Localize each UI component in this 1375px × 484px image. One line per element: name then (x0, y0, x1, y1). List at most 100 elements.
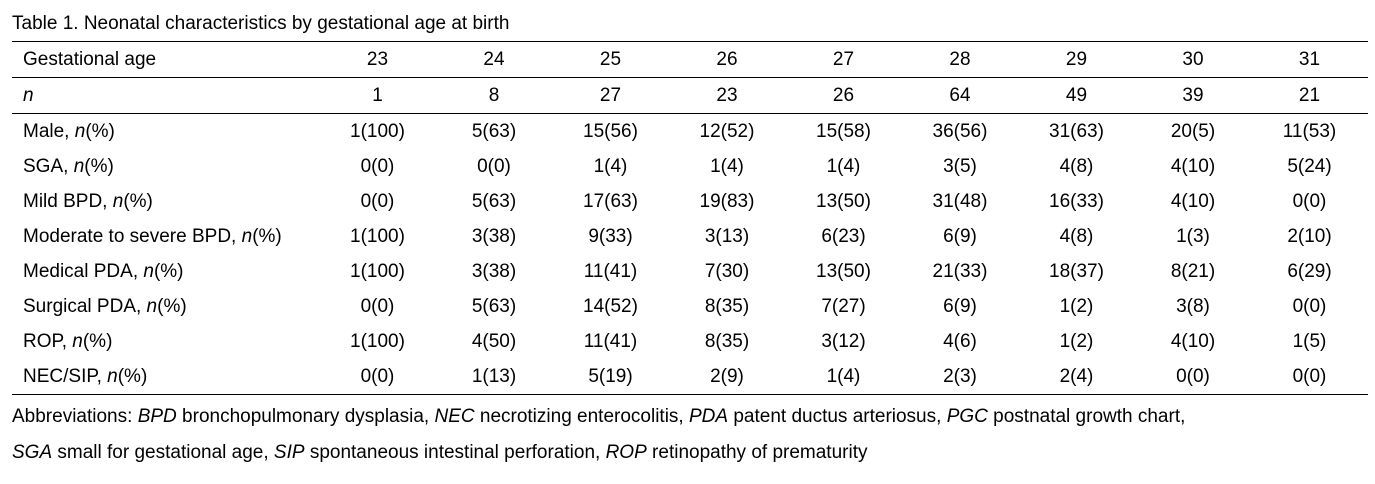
row-label-name: SGA, (23, 155, 74, 177)
table-cell: 0(0) (1251, 359, 1368, 395)
abbreviations-prefix: Abbreviations: (12, 406, 138, 427)
row-label-name: ROP, (23, 330, 73, 352)
table-cell: 0(0) (1292, 295, 1327, 317)
abbreviations-note: Abbreviations: BPD bronchopulmonary dysp… (12, 399, 1367, 471)
row-label: NEC/SIP, n(%) (12, 359, 319, 395)
abbreviation-term: PGC (946, 406, 988, 427)
table-cell: 20(5) (1170, 120, 1216, 142)
table-cell: 0(0) (477, 155, 511, 177)
table-body: Gestational age 23 24 25 26 27 28 29 30 … (12, 41, 1368, 395)
n-cell: 23 (669, 77, 785, 114)
table-cell: 4(10) (1170, 155, 1216, 177)
table-cell: 0(0) (360, 190, 395, 212)
n-cell: 8 (436, 77, 552, 114)
table-cell: 2(4) (1018, 359, 1135, 395)
table-cell: 1(4) (826, 155, 861, 177)
table-cell: 1(4) (785, 359, 902, 395)
abbreviation-definition: necrotizing enterocolitis, (474, 406, 689, 427)
table-cell: 0(0) (360, 295, 395, 317)
abbreviation-term: SGA (12, 442, 53, 463)
table-cell: 12(52) (699, 120, 755, 142)
row-label-suffix: (%) (153, 260, 184, 282)
row-label-n: n (74, 120, 86, 142)
abbreviation-definition: patent ductus arteriosus, (728, 406, 947, 427)
header-cell: 30 (1135, 41, 1251, 78)
table-cell: 3(5) (943, 155, 977, 177)
table-cell: 11(41) (583, 330, 638, 352)
table-cell: 21(33) (932, 260, 988, 282)
table-cell: 2(10) (1287, 225, 1332, 247)
row-label-n: n (72, 330, 83, 352)
table-cell: 16(33) (1049, 190, 1104, 212)
header-cell: 29 (1018, 41, 1135, 78)
table-cell: 7(27) (821, 295, 866, 317)
table-cell: 4(8) (1059, 155, 1094, 177)
table-cell: 19(83) (699, 190, 755, 212)
table-cell: 18(37) (1049, 260, 1104, 282)
table-cell: 3(13) (704, 225, 750, 247)
abbreviation-term: PDA (688, 406, 729, 427)
table-cell: 13(50) (816, 190, 871, 212)
row-label-name: Medical PDA, (23, 260, 144, 282)
table-row: Mild BPD, n(%) 0(0) 5(63) 17(63) 19(83) 13(50… (12, 184, 1368, 219)
table-cell: 3(38) (471, 260, 517, 282)
row-label: ROP, n(%) (12, 324, 319, 359)
table-cell: 36(56) (932, 120, 988, 142)
table-cell: 2(3) (902, 359, 1018, 395)
table-cell: 1(100) (350, 260, 405, 282)
row-label-suffix: (%) (252, 225, 282, 247)
row-label-name: Surgical PDA, (23, 295, 147, 317)
row-label-name: Mild BPD, (23, 190, 113, 212)
table-row: Surgical PDA, n(%) 0(0) 5(63) 14(52) 8(35) 7(… (12, 289, 1368, 324)
table-row: Moderate to severe BPD, n(%) 1(100) 3(38) 9… (12, 219, 1368, 254)
table-row: ROP, n(%) 1(100) 4(50) 11(41) 8(35) 3(12) 4(6)… (12, 324, 1368, 359)
header-cell: 31 (1251, 41, 1368, 78)
header-cell: 28 (902, 41, 1018, 78)
table-cell: 3(38) (471, 225, 517, 247)
table-cell: 9(33) (588, 225, 633, 247)
table-cell: 1(4) (710, 155, 744, 177)
table-cell: 1(100) (350, 120, 405, 142)
table-cell: 5(63) (471, 190, 517, 212)
table-cell: 4(6) (943, 330, 977, 352)
table-cell: 8(35) (704, 330, 750, 352)
table-cell: 6(9) (943, 295, 977, 317)
table-cell: 15(58) (816, 120, 871, 142)
table-cell: 2(9) (669, 359, 785, 395)
table-cell: 8(35) (704, 295, 750, 317)
row-label-name: Male, (23, 120, 75, 142)
row-label: Medical PDA, n(%) (12, 254, 319, 289)
abbreviation-term: ROP (605, 442, 647, 463)
abbreviations-line: Abbreviations: BPD bronchopulmonary dysp… (12, 399, 1367, 435)
table-cell: 14(52) (583, 295, 638, 317)
row-label-n: n (241, 225, 253, 247)
table-row: SGA, n(%) 0(0) 0(0) 1(4) 1(4) 1(4) 3(5) 4(8) 4(1… (12, 149, 1368, 184)
table-cell: 13(50) (816, 260, 871, 282)
table-cell: 0(0) (360, 155, 395, 177)
table-header-row: Gestational age 23 24 25 26 27 28 29 30 … (12, 41, 1368, 78)
table-cell: 0(0) (1135, 359, 1251, 395)
row-label-suffix: (%) (85, 120, 115, 142)
header-cell: 25 (552, 41, 669, 78)
row-label: SGA, n(%) (12, 149, 319, 184)
row-label-name: Moderate to severe BPD, (23, 225, 242, 247)
table-cell: 11(41) (583, 260, 638, 282)
n-cell: 21 (1251, 77, 1368, 114)
n-cell: 64 (902, 77, 1018, 114)
table-cell: 17(63) (583, 190, 638, 212)
table-cell: 5(63) (471, 120, 517, 142)
table-cell: 8(21) (1170, 260, 1216, 282)
table-cell: 1(100) (350, 225, 405, 247)
header-cell: 23 (319, 41, 436, 78)
abbreviation-definition: retinopathy of prematurity (646, 442, 868, 463)
abbreviation-term: NEC (434, 406, 475, 427)
row-label-suffix: (%) (117, 365, 148, 387)
row-label: Surgical PDA, n(%) (12, 289, 319, 324)
neonatal-characteristics-table: Gestational age 23 24 25 26 27 28 29 30 … (12, 41, 1368, 395)
row-label-n: n (73, 155, 85, 177)
abbreviations-line: SGA small for gestational age, SIP spont… (12, 435, 1367, 471)
table-cell: 6(29) (1287, 260, 1332, 282)
row-label-suffix: (%) (123, 190, 153, 212)
n-cell: 1 (319, 77, 436, 114)
table-cell: 4(10) (1170, 330, 1216, 352)
